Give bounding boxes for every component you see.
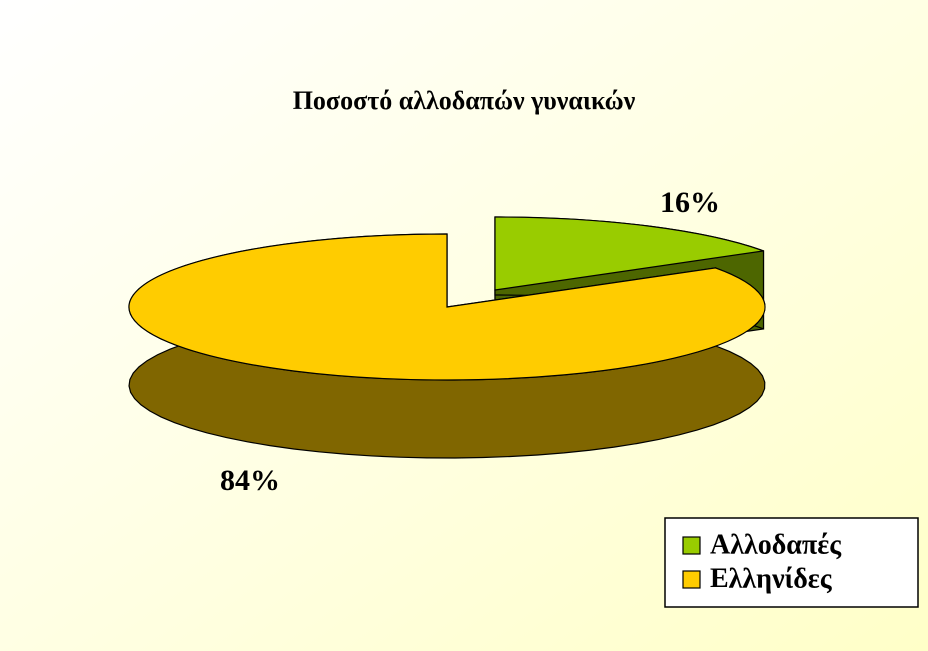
legend-box — [664, 517, 919, 608]
legend-label: Αλλοδαπές — [710, 529, 842, 560]
chart-title: Ποσοστό αλλοδαπών γυναικών — [293, 86, 636, 115]
slice — [128, 233, 766, 459]
slice-top — [494, 216, 764, 291]
data-label: 16% — [660, 186, 720, 219]
slice-top — [128, 233, 766, 381]
pie: 16% 84% — [128, 186, 766, 497]
legend-swatch — [682, 570, 701, 589]
legend-swatch — [682, 536, 701, 555]
legend-label: Ελληνίδες — [710, 563, 833, 594]
data-label: 84% — [220, 464, 280, 497]
